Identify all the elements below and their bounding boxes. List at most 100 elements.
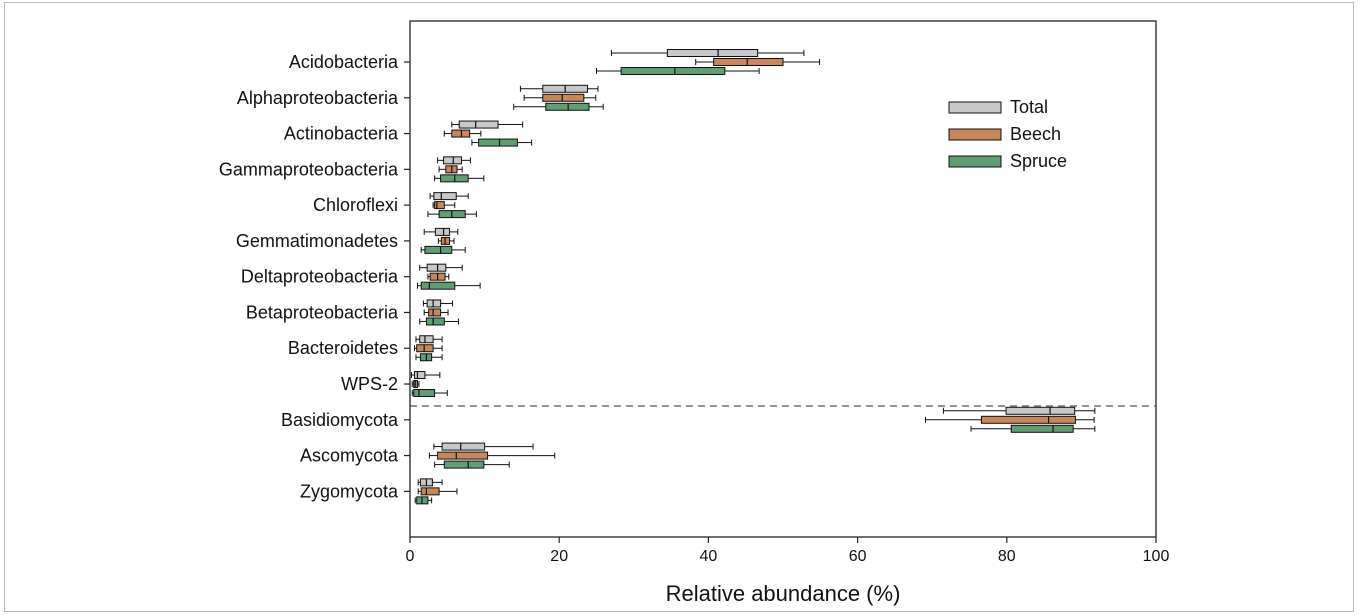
category-label-bacteroidetes: Bacteroidetes (288, 338, 398, 358)
category-label-wps-2: WPS-2 (341, 374, 398, 394)
box-chloroflexi-beech-iqr (434, 201, 445, 210)
box-gemmatimonadetes-total (423, 227, 459, 236)
legend-swatch-beech (948, 128, 1002, 141)
x-tick-label-80: 80 (998, 548, 1016, 565)
box-basidiomycota-spruce (970, 424, 1096, 433)
box-betaproteobacteria-total (422, 299, 454, 308)
legend-label-spruce: Spruce (1010, 151, 1067, 171)
box-basidiomycota-beech-iqr (980, 415, 1076, 424)
box-wps-2-spruce (411, 389, 448, 398)
box-acidobacteria-beech (695, 58, 821, 66)
box-alphaproteobacteria-spruce-iqr (545, 102, 590, 111)
category-label-zygomycota: Zygomycota (300, 481, 399, 501)
box-betaproteobacteria-beech-iqr (428, 308, 442, 317)
plot-area (409, 20, 1157, 538)
box-actinobacteria-total-iqr (458, 120, 499, 129)
box-ascomycota-spruce-iqr (443, 460, 485, 469)
box-wps-2-spruce-iqr (413, 389, 436, 398)
y-axis: Acidobacteria Alphaproteobacteria Actinoba… (219, 52, 410, 501)
x-axis: 0 20 40 60 80 100 (406, 537, 1170, 565)
box-ascomycota-total (433, 442, 534, 451)
box-gemmatimonadetes-spruce (420, 245, 466, 254)
box-zygomycota-beech (417, 487, 458, 496)
box-acidobacteria-total (610, 49, 805, 57)
box-actinobacteria-spruce-iqr (478, 138, 518, 147)
x-tick-label-0: 0 (406, 548, 415, 565)
x-tick-label-40: 40 (700, 548, 718, 565)
box-zygomycota-total (417, 478, 443, 487)
legend-label-beech: Beech (1010, 124, 1061, 144)
box-acidobacteria-spruce-iqr (620, 67, 726, 75)
box-wps-2-total (410, 371, 441, 380)
box-basidiomycota-total (942, 406, 1096, 415)
box-actinobacteria-beech (443, 129, 482, 138)
category-label-actinobacteria: Actinobacteria (284, 124, 399, 144)
legend-swatch-total (948, 101, 1002, 114)
box-acidobacteria-beech-iqr (713, 58, 784, 66)
box-betaproteobacteria-beech (423, 308, 449, 317)
box-actinobacteria-beech-iqr (451, 129, 471, 138)
x-tick-label-100: 100 (1143, 548, 1170, 565)
box-gemmatimonadetes-total-iqr (434, 227, 451, 236)
box-alphaproteobacteria-beech-iqr (542, 93, 585, 102)
box-gammaproteobacteria-total-iqr (443, 156, 462, 165)
category-label-acidobacteria: Acidobacteria (289, 52, 399, 72)
box-deltaproteobacteria-spruce-iqr (420, 281, 456, 290)
box-basidiomycota-spruce-iqr (1010, 424, 1074, 433)
box-chloroflexi-beech (432, 201, 456, 210)
box-ascomycota-total-iqr (441, 442, 486, 451)
x-tick-label-20: 20 (550, 548, 568, 565)
box-actinobacteria-total (451, 120, 524, 129)
box-zygomycota-spruce (414, 496, 433, 505)
box-alphaproteobacteria-beech (523, 93, 597, 102)
box-chloroflexi-spruce (427, 210, 477, 219)
box-ascomycota-beech-iqr (437, 451, 489, 460)
box-gemmatimonadetes-beech (437, 236, 455, 245)
category-label-betaproteobacteria: Betaproteobacteria (246, 302, 399, 322)
category-label-gemmatimonadetes: Gemmatimonadetes (236, 231, 398, 251)
box-betaproteobacteria-spruce (419, 317, 459, 326)
box-basidiomycota-total-iqr (1005, 406, 1076, 415)
box-acidobacteria-total-iqr (666, 49, 759, 57)
box-betaproteobacteria-spruce-iqr (425, 317, 445, 326)
box-deltaproteobacteria-beech (427, 272, 450, 281)
box-bacteroidetes-beech (413, 344, 443, 353)
box-deltaproteobacteria-total-iqr (426, 263, 447, 272)
category-label-basidiomycota: Basidiomycota (281, 410, 399, 430)
box-gemmatimonadetes-spruce-iqr (424, 245, 453, 254)
category-label-deltaproteobacteria: Deltaproteobacteria (241, 267, 399, 287)
boxes (410, 49, 1096, 505)
figure-frame (4, 2, 1354, 612)
box-alphaproteobacteria-spruce (513, 102, 604, 111)
box-bacteroidetes-beech-iqr (416, 344, 434, 353)
box-wps-2-total-iqr (413, 371, 426, 380)
box-ascomycota-beech (428, 451, 556, 460)
box-bacteroidetes-total-iqr (419, 335, 434, 344)
box-ascomycota-spruce (434, 460, 510, 469)
box-actinobacteria-spruce (471, 138, 533, 147)
category-label-chloroflexi: Chloroflexi (313, 195, 398, 215)
legend-label-total: Total (1010, 97, 1048, 117)
box-acidobacteria-spruce (596, 67, 760, 75)
box-gammaproteobacteria-beech (438, 165, 463, 174)
box-wps-2-beech (411, 380, 420, 389)
x-tick-label-60: 60 (849, 548, 867, 565)
box-bacteroidetes-spruce (415, 353, 443, 362)
box-bacteroidetes-total (415, 335, 443, 344)
box-alphaproteobacteria-total (519, 84, 599, 93)
category-label-gammaproteobacteria: Gammaproteobacteria (219, 159, 399, 179)
box-deltaproteobacteria-spruce (416, 281, 481, 290)
box-chloroflexi-total (429, 192, 469, 201)
box-basidiomycota-beech (924, 415, 1095, 424)
box-gammaproteobacteria-spruce (434, 174, 485, 183)
box-betaproteobacteria-total-iqr (426, 299, 442, 308)
box-zygomycota-beech-iqr (420, 487, 440, 496)
box-deltaproteobacteria-total (419, 263, 463, 272)
legend: Total Beech Spruce (948, 97, 1067, 171)
x-axis-label: Relative abundance (%) (666, 581, 901, 606)
category-label-ascomycota: Ascomycota (300, 446, 399, 466)
box-chloroflexi-total-iqr (433, 192, 457, 201)
category-label-alphaproteobacteria: Alphaproteobacteria (237, 88, 399, 108)
box-gammaproteobacteria-total (437, 156, 471, 165)
